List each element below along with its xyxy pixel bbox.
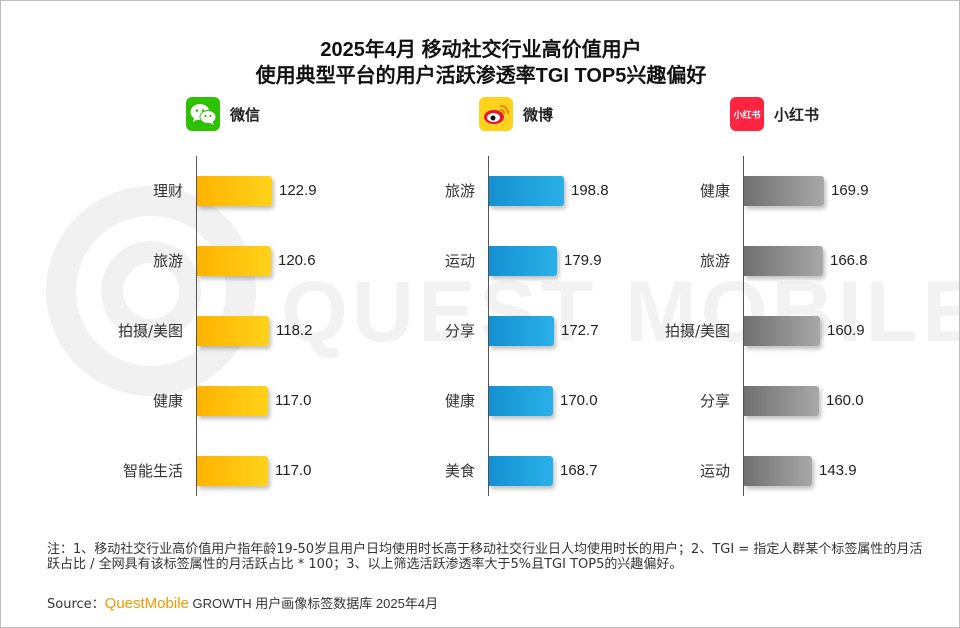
source-rest: GROWTH 用户画像标签数据库 2025年4月: [188, 596, 439, 611]
value-label: 179.9: [564, 252, 602, 269]
chart-panel-wechat: 理财 122.9 旅游 120.6 拍摄/美图 118.2 健康 117.0 智能生活 117.0: [76, 141, 376, 511]
category-label: 旅游: [699, 252, 730, 270]
value-label: 166.8: [830, 252, 868, 269]
bar: [744, 386, 819, 416]
category-label: 运动: [699, 462, 730, 480]
category-label: 健康: [444, 392, 475, 410]
value-label: 117.0: [275, 462, 312, 479]
value-label: 143.9: [819, 462, 857, 479]
watermark-text: QUEST MOBILE: [281, 264, 960, 360]
bar: [489, 176, 564, 206]
bar: [489, 456, 553, 486]
bar: [489, 386, 553, 416]
weibo-icon: [479, 97, 513, 131]
brand-wechat: 微信: [186, 97, 260, 131]
brand-xiaohongshu-name: 小红书: [774, 105, 820, 124]
bar: [197, 316, 269, 346]
chart-panel-xiaohongshu: 健康 169.9 旅游 166.8 拍摄/美图 160.9 分享 160.0 运动 143.9: [623, 141, 923, 511]
value-label: 160.0: [826, 392, 864, 409]
chart-title-line1: 2025年4月 移动社交行业高价值用户: [320, 39, 642, 61]
source-line: Source：QuestMobile GROWTH 用户画像标签数据库 2025…: [47, 595, 438, 614]
value-label: 122.9: [279, 182, 317, 199]
category-label: 拍摄/美图: [117, 322, 183, 340]
bar: [744, 176, 824, 206]
chart-title-line2: 使用典型平台的用户活跃渗透率TGI TOP5兴趣偏好: [255, 65, 707, 87]
bar: [489, 246, 557, 276]
wechat-icon: [186, 97, 220, 131]
brand-weibo: 微博: [479, 97, 553, 131]
bar: [744, 456, 812, 486]
source-label: Source：: [47, 597, 105, 612]
axis-line: [488, 156, 489, 496]
value-label: 170.0: [560, 392, 598, 409]
value-label: 117.0: [275, 392, 312, 409]
axis-line: [196, 156, 197, 496]
category-label: 智能生活: [122, 462, 183, 480]
category-label: 分享: [444, 322, 475, 340]
category-label: 分享: [699, 392, 730, 410]
bar: [197, 176, 272, 206]
bar: [197, 246, 271, 276]
xiaohongshu-icon: 小红书: [730, 97, 764, 131]
category-label: 运动: [444, 252, 475, 270]
value-label: 172.7: [561, 322, 599, 339]
value-label: 198.8: [571, 182, 609, 199]
bar: [744, 316, 820, 346]
bar: [744, 246, 823, 276]
category-label: 健康: [699, 182, 730, 200]
category-label: 旅游: [152, 252, 183, 270]
category-label: 旅游: [444, 182, 475, 200]
brand-xiaohongshu: 小红书 小红书: [730, 97, 819, 131]
bar: [489, 316, 554, 346]
chart-panel-weibo: 旅游 198.8 运动 179.9 分享 172.7 健康 170.0 美食 168.7: [368, 141, 668, 511]
brand-wechat-name: 微信: [230, 105, 261, 124]
value-label: 160.9: [827, 322, 865, 339]
value-label: 118.2: [276, 322, 313, 339]
value-label: 120.6: [278, 252, 316, 269]
category-label: 美食: [444, 462, 475, 480]
brand-weibo-name: 微博: [523, 105, 554, 124]
bar: [197, 386, 268, 416]
bar: [197, 456, 268, 486]
source-brand: QuestMobile: [104, 595, 189, 612]
category-label: 拍摄/美图: [664, 322, 730, 340]
category-label: 健康: [152, 392, 183, 410]
value-label: 169.9: [831, 182, 869, 199]
axis-line: [743, 156, 744, 496]
category-label: 理财: [152, 182, 183, 200]
value-label: 168.7: [560, 462, 598, 479]
footnote: 注：1、移动社交行业高价值用户指年龄19-50岁且用户日均使用时长高于移动社交行…: [47, 542, 923, 572]
